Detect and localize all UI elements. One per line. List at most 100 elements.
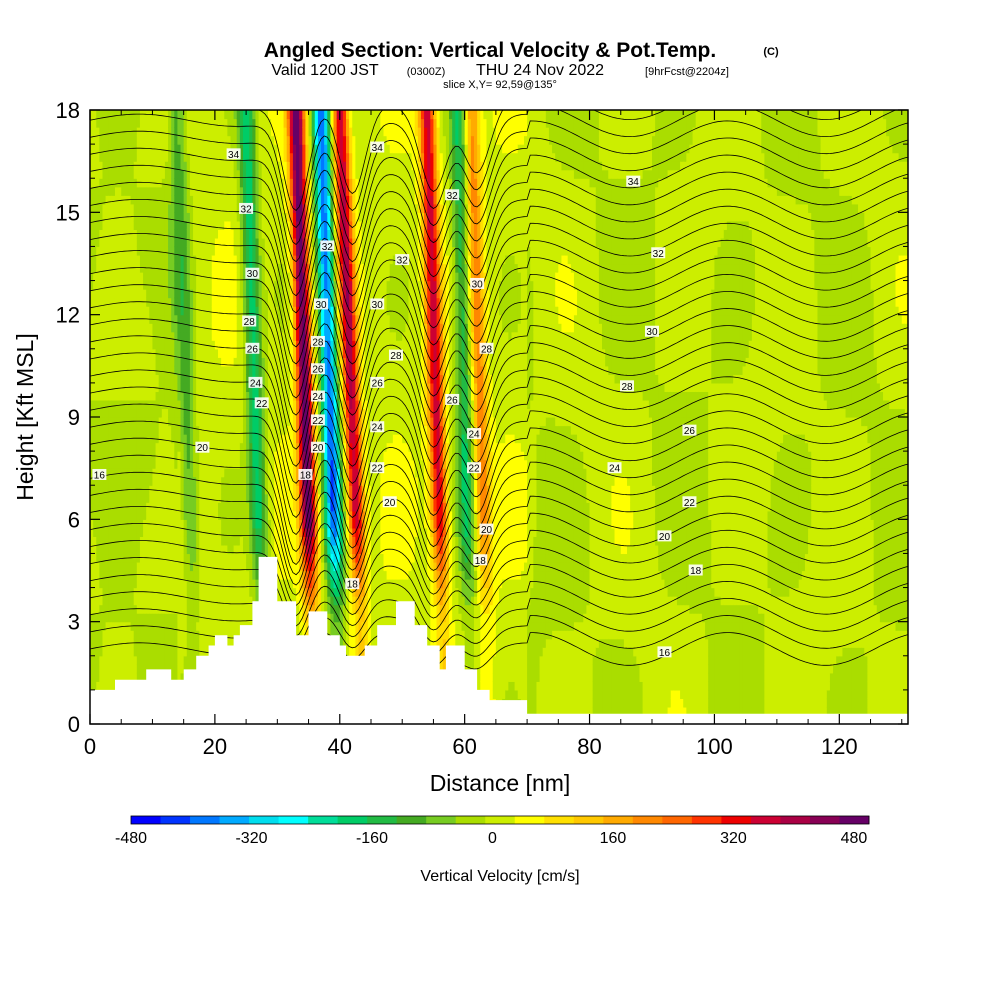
colorbar-tick-label: -480	[115, 830, 147, 847]
theta-contour-label: 32	[651, 247, 666, 260]
theta-contour-label: 24	[248, 376, 263, 389]
theta-contour-label: 26	[682, 424, 697, 437]
theta-contour-label: 26	[370, 376, 385, 389]
colorbar-swatch	[632, 816, 663, 824]
colorbar-swatch	[691, 816, 722, 824]
colorbar-swatch	[190, 816, 221, 824]
theta-contour-label: 16	[92, 468, 107, 481]
theta-contour-line	[90, 205, 908, 331]
theta-contour-line	[90, 239, 908, 365]
theta-contour-label: 30	[470, 277, 485, 290]
colorbar-swatch	[485, 816, 516, 824]
valid-time: Valid 1200 JST	[271, 62, 379, 79]
valid-time-utc: (0300Z)	[407, 66, 446, 78]
x-tick-label: 20	[203, 734, 227, 759]
x-tick-label: 100	[696, 734, 733, 759]
theta-contour-label: 30	[644, 325, 659, 338]
theta-contour-line	[90, 444, 908, 566]
theta-contour-label: 26	[310, 363, 325, 376]
theta-contours	[90, 110, 908, 679]
colorbar-swatch	[367, 816, 398, 824]
theta-contour-line	[90, 546, 908, 627]
theta-contour-label: 34	[370, 141, 385, 154]
theta-contour-label: 20	[479, 523, 494, 536]
theta-contour-label: 26	[245, 342, 260, 355]
colorbar-swatch	[426, 816, 457, 824]
theta-contour-label: 32	[445, 189, 460, 202]
theta-contour-label: 30	[314, 298, 329, 311]
colorbar-swatch	[750, 816, 781, 824]
colorbar-swatch	[396, 816, 427, 824]
theta-contour-line	[90, 598, 908, 658]
colorbar-swatch	[278, 816, 309, 824]
x-axis-label: Distance [nm]	[430, 770, 571, 796]
theta-contour-label: 16	[657, 646, 672, 659]
x-tick-label: 0	[84, 734, 96, 759]
colorbar-tick-label: -160	[356, 830, 388, 847]
theta-contour-line	[90, 257, 908, 382]
theta-contour-line	[90, 376, 908, 501]
theta-contour-label: 34	[226, 148, 241, 161]
theta-contour-label: 24	[467, 428, 482, 441]
y-tick-label: 12	[56, 303, 80, 328]
axis-ticks: 0 20 40 60 80 100 120 0 3 6 9 12 15 18	[56, 98, 908, 759]
theta-contour-label: 28	[620, 380, 635, 393]
theta-contour-label: 24	[607, 462, 622, 475]
theta-contour-label: 20	[195, 441, 210, 454]
y-tick-label: 18	[56, 98, 80, 123]
theta-contour-line	[90, 110, 897, 229]
colorbar-swatch	[839, 816, 870, 824]
theta-contour-line	[90, 171, 908, 297]
x-tick-label: 40	[328, 734, 352, 759]
theta-contour-line	[90, 529, 908, 617]
theta-contour-labels: 16 16 18 18 18 18 20 20 20 20 20 22 22 22 22 22 24 24 24 24…	[92, 141, 703, 659]
forecast-info: [9hrFcst@2204z]	[645, 66, 729, 78]
theta-contour-label: 28	[310, 335, 325, 348]
y-tick-label: 9	[68, 405, 80, 430]
theta-contour-line	[90, 478, 908, 586]
colorbar-swatch	[308, 816, 339, 824]
theta-contour-line	[90, 188, 908, 314]
theta-contour-label: 18	[298, 468, 313, 481]
theta-contour-label: 30	[370, 298, 385, 311]
colorbar-swatch	[544, 816, 575, 824]
theta-contour-label: 24	[370, 421, 385, 434]
theta-contour-line	[90, 461, 908, 576]
theta-contour-label: 22	[682, 496, 697, 509]
theta-contour-label: 32	[239, 202, 254, 215]
theta-contour-label: 28	[479, 342, 494, 355]
y-axis-label: Height [Kft MSL]	[12, 333, 38, 500]
chart-title-suffix: (C)	[763, 46, 779, 58]
theta-contour-label: 32	[395, 254, 410, 267]
y-tick-label: 3	[68, 610, 80, 635]
theta-contour-label: 30	[245, 267, 260, 280]
theta-contour-label: 22	[467, 462, 482, 475]
colorbar-swatch	[337, 816, 368, 824]
colorbar-swatch	[809, 816, 840, 824]
theta-contour-label: 24	[310, 390, 325, 403]
colorbar-swatch	[455, 816, 486, 824]
colorbar-swatch	[219, 816, 250, 824]
theta-contour-label: 20	[382, 496, 397, 509]
colorbar-tick-label: 320	[720, 830, 747, 847]
theta-contour-line	[90, 512, 908, 606]
colorbar-tick-label: 480	[841, 830, 868, 847]
chart-title: Angled Section: Vertical Velocity & Pot.…	[264, 39, 716, 62]
colorbar-swatch	[573, 816, 604, 824]
x-tick-label: 80	[577, 734, 601, 759]
theta-contour-label: 28	[242, 315, 257, 328]
theta-contour-label: 18	[473, 554, 488, 567]
colorbar-swatch	[603, 816, 634, 824]
theta-contour-line	[90, 580, 908, 647]
theta-contour-label: 20	[310, 441, 325, 454]
y-tick-label: 6	[68, 507, 80, 532]
colorbar-tick-label: -320	[235, 830, 267, 847]
theta-contour-line	[90, 564, 908, 637]
theta-contour-line	[90, 222, 908, 348]
colorbar-tick-label: 160	[600, 830, 627, 847]
y-tick-label: 0	[68, 712, 80, 737]
colorbar-swatch	[131, 816, 162, 824]
theta-contour-line	[90, 291, 908, 416]
colorbar-swatch	[780, 816, 811, 824]
